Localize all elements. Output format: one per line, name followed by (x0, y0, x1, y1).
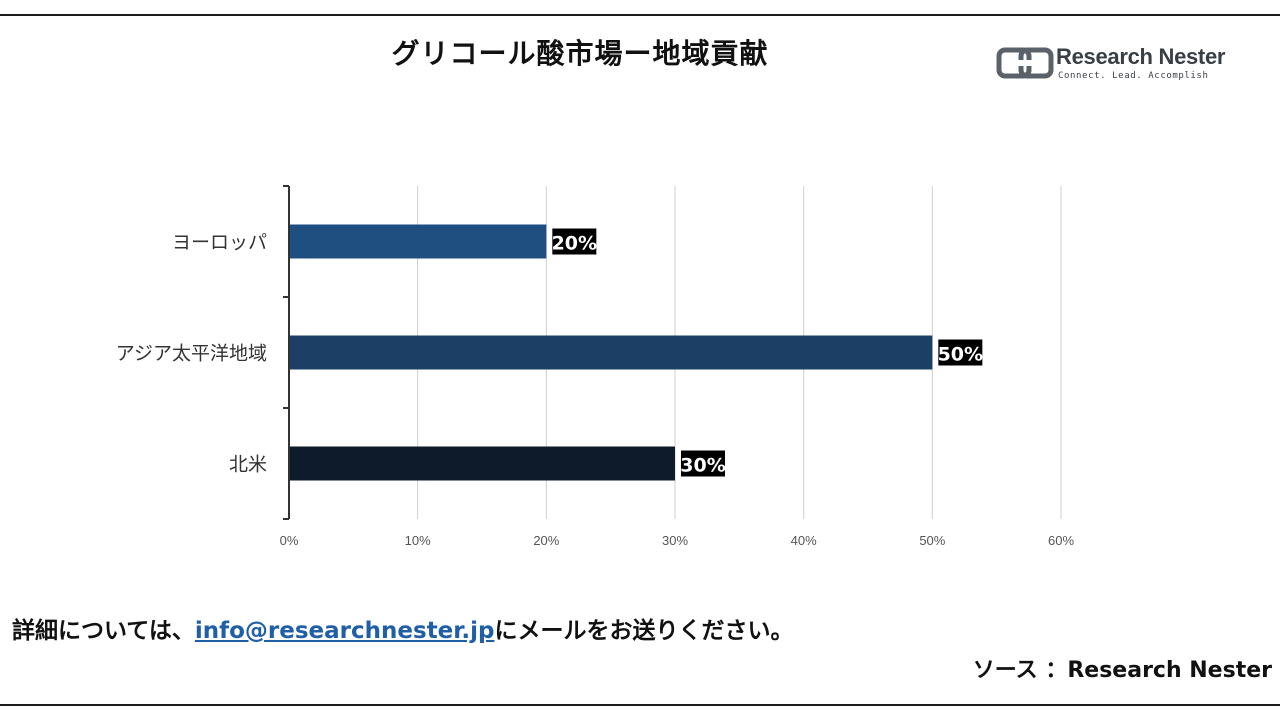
x-tick-label: 50% (919, 533, 945, 548)
x-tick-label: 10% (405, 533, 431, 548)
logo-name: Research Nester (1056, 44, 1226, 69)
email-link[interactable]: info@researchnester.jp (194, 618, 495, 644)
data-label-box (552, 228, 597, 255)
contact-note-prefix: 詳細については、 (12, 618, 195, 644)
contact-note-suffix: にメールをお送りください。 (494, 618, 794, 644)
x-tick-label: 40% (791, 533, 817, 548)
x-tick-label: 0% (280, 533, 299, 548)
x-tick-label: 30% (662, 533, 688, 548)
bar (290, 224, 547, 259)
bar (290, 335, 933, 370)
data-label-box (681, 450, 725, 477)
source-credit: ソース ：Research Nester (972, 658, 1272, 683)
data-label-box (938, 339, 983, 366)
top-rule (0, 14, 1280, 16)
category-label: ヨーロッパ (172, 232, 267, 254)
category-label: 北米 (229, 454, 267, 476)
bar-chart: ヨーロッパ 20% アジア太平洋地域 50% 北米 30% 0% 10% 20% 30% 40% 50… (116, 185, 1074, 548)
data-label: 50% (938, 344, 983, 366)
logo-mark-icon (996, 47, 1054, 79)
contact-note: 詳細については、info@researchnester.jpにメールをお送りくだ… (12, 611, 793, 645)
logo-tagline: Connect. Lead. Accomplish (1058, 71, 1209, 81)
x-tick-label: 20% (533, 533, 559, 548)
category-label: アジア太平洋地域 (116, 343, 267, 365)
data-label: 30% (680, 455, 725, 477)
bottom-rule (0, 704, 1280, 706)
bar (290, 446, 675, 481)
chart-title: グリコール酸市場ー地域貢献 (391, 37, 769, 70)
x-tick-label: 60% (1048, 533, 1074, 548)
data-label: 20% (552, 233, 597, 255)
research-nester-logo: Research Nester Connect. Lead. Accomplis… (996, 44, 1226, 88)
